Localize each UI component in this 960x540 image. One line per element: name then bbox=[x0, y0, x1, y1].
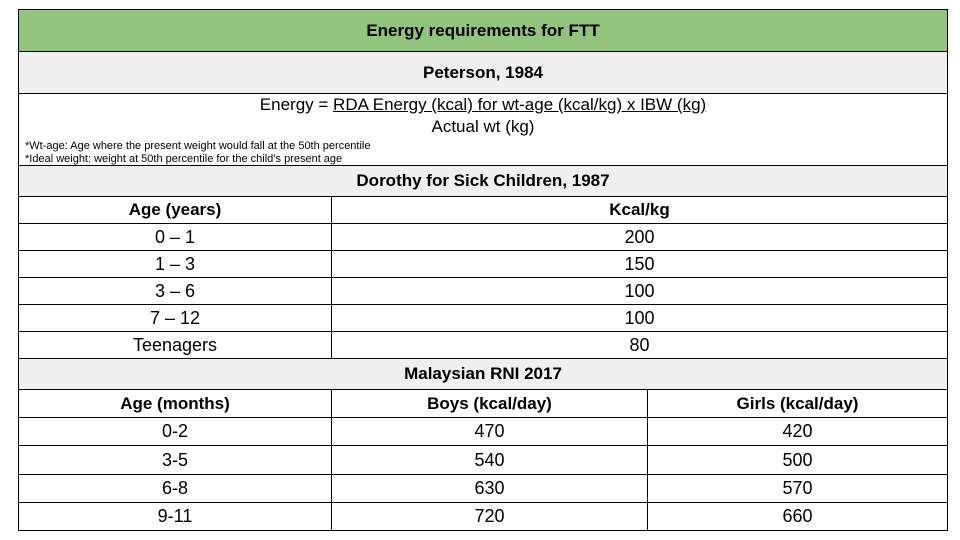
age-cell: 1 – 3 bbox=[19, 251, 332, 277]
malaysian-heading: Malaysian RNI 2017 bbox=[404, 364, 562, 383]
table-row: Teenagers 80 bbox=[19, 332, 947, 359]
formula-prefix: Energy = bbox=[259, 95, 334, 114]
malaysian-col-girls: Girls (kcal/day) bbox=[736, 393, 859, 413]
table-title: Energy requirements for FTT bbox=[366, 20, 600, 40]
malaysian-col-boys: Boys (kcal/day) bbox=[332, 390, 648, 417]
formula-numerator-line: Energy = RDA Energy (kcal) for wt-age (k… bbox=[19, 94, 947, 116]
table-row: 6-8 630 570 bbox=[19, 475, 947, 503]
table-row: 3-5 540 500 bbox=[19, 446, 947, 475]
table-row: 1 – 3 150 bbox=[19, 251, 947, 278]
kcal-cell: 200 bbox=[624, 226, 655, 247]
footnote-ideal-weight: *Ideal weight: weight at 50th percentile… bbox=[25, 153, 343, 165]
dorothy-col-kcal: Kcal/kg bbox=[609, 200, 670, 219]
malaysian-header-row: Age (months) Boys (kcal/day) Girls (kcal… bbox=[19, 390, 947, 418]
age-cell: 6-8 bbox=[19, 475, 332, 502]
dorothy-heading-row: Dorothy for Sick Children, 1987 bbox=[19, 166, 947, 197]
malaysian-col-age: Age (months) bbox=[19, 390, 332, 417]
table-row: 7 – 12 100 bbox=[19, 305, 947, 332]
table-title-row: Energy requirements for FTT bbox=[19, 10, 947, 52]
age-cell: 0 – 1 bbox=[19, 224, 332, 250]
dorothy-col-age: Age (years) bbox=[19, 197, 332, 223]
dorothy-header-row: Age (years) Kcal/kg bbox=[19, 197, 947, 224]
age-cell: 3-5 bbox=[19, 446, 332, 474]
formula-numerator: RDA Energy (kcal) for wt-age (kcal/kg) x… bbox=[333, 95, 707, 114]
footnote-wt-age: *Wt-age: Age where the present weight wo… bbox=[25, 140, 371, 152]
boys-cell: 720 bbox=[332, 503, 648, 530]
kcal-cell: 80 bbox=[629, 334, 650, 355]
girls-cell: 420 bbox=[782, 421, 813, 441]
age-cell: Teenagers bbox=[19, 332, 332, 358]
age-cell: 3 – 6 bbox=[19, 278, 332, 304]
girls-cell: 660 bbox=[782, 506, 813, 526]
kcal-cell: 100 bbox=[624, 280, 655, 301]
girls-cell: 570 bbox=[782, 478, 813, 498]
age-cell: 9-11 bbox=[19, 503, 332, 530]
girls-cell: 500 bbox=[782, 449, 813, 470]
dorothy-heading: Dorothy for Sick Children, 1987 bbox=[356, 171, 610, 190]
boys-cell: 470 bbox=[332, 418, 648, 445]
age-cell: 0-2 bbox=[19, 418, 332, 445]
table-row: 9-11 720 660 bbox=[19, 503, 947, 530]
peterson-formula-block: Energy = RDA Energy (kcal) for wt-age (k… bbox=[19, 94, 947, 166]
peterson-heading: Peterson, 1984 bbox=[422, 62, 543, 82]
table-row: 0 – 1 200 bbox=[19, 224, 947, 251]
formula-denominator: Actual wt (kg) bbox=[431, 117, 535, 136]
energy-table: Energy requirements for FTT Peterson, 19… bbox=[18, 9, 948, 531]
peterson-heading-row: Peterson, 1984 bbox=[19, 52, 947, 94]
boys-cell: 630 bbox=[332, 475, 648, 502]
kcal-cell: 100 bbox=[624, 307, 655, 328]
kcal-cell: 150 bbox=[624, 253, 655, 274]
table-row: 0-2 470 420 bbox=[19, 418, 947, 446]
age-cell: 7 – 12 bbox=[19, 305, 332, 331]
boys-cell: 540 bbox=[332, 446, 648, 474]
malaysian-heading-row: Malaysian RNI 2017 bbox=[19, 359, 947, 390]
table-row: 3 – 6 100 bbox=[19, 278, 947, 305]
